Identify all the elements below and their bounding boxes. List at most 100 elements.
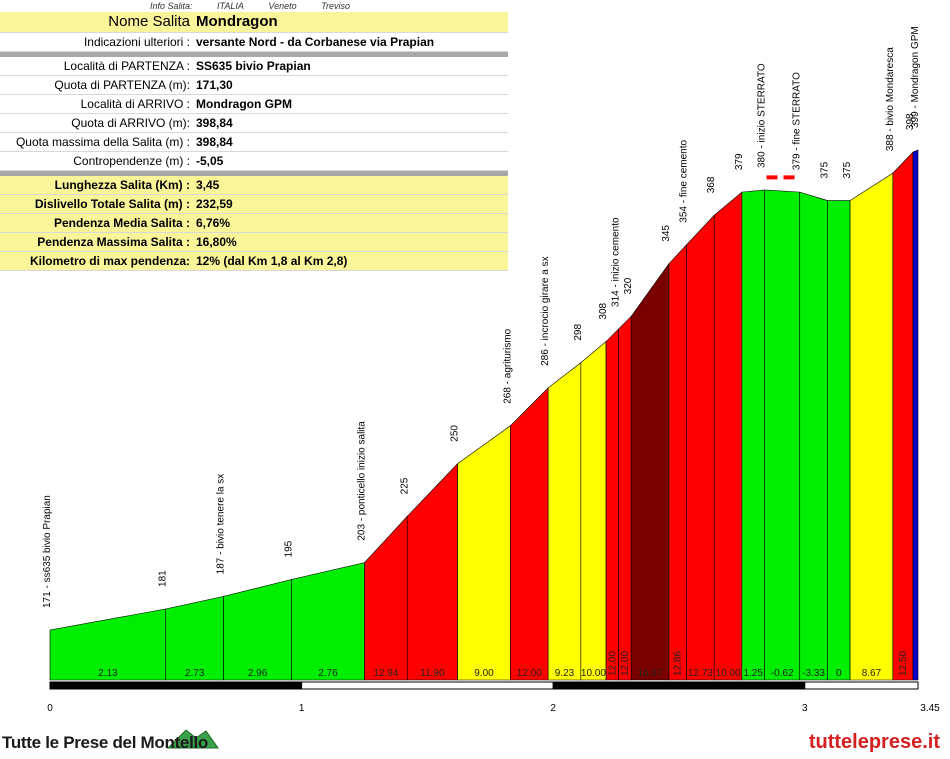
segment-gradient-label: 9.00 <box>474 668 494 679</box>
segment-gradient-label: -3.33 <box>802 668 825 679</box>
info-label: Località di ARRIVO : <box>0 94 193 114</box>
gradient-segment <box>799 191 828 681</box>
province: Treviso <box>321 1 350 11</box>
gradient-segment <box>668 243 687 681</box>
info-value: 12% (dal Km 1,8 al Km 2,8) <box>193 251 508 271</box>
gradient-segment <box>457 425 511 681</box>
point-label: 187 - bivio tenere la sx <box>216 474 227 575</box>
info-label: Dislivello Totale Salita (m) : <box>0 194 193 214</box>
segment-gradient-label: 11.90 <box>420 668 445 679</box>
info-row: Quota di PARTENZA (m): 171,30 <box>0 75 508 95</box>
info-label: Nome Salita <box>0 12 193 33</box>
info-row: Località di PARTENZA : SS635 bivio Prapia… <box>0 57 508 76</box>
info-row: Quota massima della Salita (m) :398,84 <box>0 132 508 152</box>
info-value: 171,30 <box>193 75 508 95</box>
point-label: 181 <box>158 570 169 587</box>
info-label: Contropendenze (m) : <box>0 151 193 171</box>
info-row: Contropendenze (m) : -5,05 <box>0 151 508 171</box>
segment-gradient-label: 8.67 <box>862 668 882 679</box>
info-row: Pendenza Media Salita :6,76% <box>0 213 508 233</box>
separator <box>0 51 508 57</box>
info-row: Kilometro di max pendenza: 12% (dal Km 1,… <box>0 251 508 271</box>
point-label: 195 <box>284 540 295 557</box>
gradient-segment <box>827 200 851 681</box>
segment-gradient-label: 12.86 <box>673 651 684 676</box>
segment-gradient-label: 2.76 <box>318 668 338 679</box>
info-row: Quota di ARRIVO (m): 398,84 <box>0 113 508 133</box>
point-label: 250 <box>450 425 461 442</box>
info-row: Pendenza Massima Salita :16,80% <box>0 232 508 252</box>
point-label: 320 <box>623 277 634 294</box>
km-bar-segment <box>552 681 806 690</box>
info-label: Lunghezza Salita (Km) : <box>0 176 193 195</box>
segment-gradient-label: 10.00 <box>716 668 741 679</box>
info-row: Nome Salita Mondragon <box>0 12 508 33</box>
info-label: Kilometro di max pendenza: <box>0 251 193 271</box>
point-label: 399 - Mondragon GPM <box>910 26 921 128</box>
x-tick-label: 0 <box>47 703 53 714</box>
point-label: 379 - fine STERRATO <box>792 72 803 170</box>
separator <box>0 170 508 176</box>
gradient-segment <box>406 462 458 681</box>
gradient-segment <box>764 189 801 681</box>
segment-gradient-label: 12.50 <box>898 651 909 676</box>
point-label: 380 - inizio STERRATO <box>757 63 768 168</box>
info-label: Pendenza Massima Salita : <box>0 232 193 252</box>
x-tick-label: 1 <box>299 703 305 714</box>
segment-gradient-label: 16.67 <box>638 668 663 679</box>
climb-info-table: Nome Salita Mondragon Indicazioni ulterior… <box>0 12 508 271</box>
region: Veneto <box>268 1 297 11</box>
info-value: 232,59 <box>193 194 508 214</box>
point-label: 298 <box>573 324 584 341</box>
x-tick-label: 3 <box>802 703 808 714</box>
info-row: Località di ARRIVO : Mondragon GPM <box>0 94 508 114</box>
info-row: Lunghezza Salita (Km) :3,45 <box>0 176 508 195</box>
gradient-segment <box>713 191 743 681</box>
point-label: 171 - ss635 bivio Prapian <box>42 495 53 608</box>
segment-gradient-label: 2.13 <box>98 668 118 679</box>
info-value: 398,84 <box>193 113 508 133</box>
segment-gradient-label: 12.73 <box>688 668 713 679</box>
info-value: 3,45 <box>193 176 508 195</box>
km-bar-segment <box>804 681 919 690</box>
segment-gradient-label: 0 <box>836 668 842 679</box>
segment-gradient-label: 12.94 <box>373 668 398 679</box>
point-label: 225 <box>399 477 410 494</box>
gradient-segment <box>605 328 619 681</box>
info-label: Quota di PARTENZA (m): <box>0 75 193 95</box>
gradient-segment <box>849 172 894 681</box>
segment-gradient-label: -0.62 <box>771 668 794 679</box>
point-label: 398 <box>905 113 916 130</box>
gradient-segment <box>547 362 582 681</box>
separator-row <box>0 51 508 57</box>
gradient-segment <box>892 151 914 681</box>
footer-logo: Tutte le Prese del Montello <box>2 733 209 752</box>
gradient-segment <box>630 262 670 681</box>
montello-logo-icon <box>166 729 219 749</box>
point-label: 388 - bivio Mondaresca <box>885 47 896 151</box>
x-tick-label: 3.45 <box>920 703 940 714</box>
segment-gradient-label: 2.96 <box>248 668 268 679</box>
point-label: 368 <box>706 176 717 193</box>
info-header: Info Salita: ITALIA Veneto Treviso <box>150 1 372 11</box>
segment-gradient-label: 12.00 <box>517 668 542 679</box>
info-row: Indicazioni ulteriori : versante Nord - d… <box>0 32 508 52</box>
gradient-segment <box>741 189 765 681</box>
info-label: Quota massima della Salita (m) : <box>0 132 193 152</box>
point-label: 375 <box>819 161 830 178</box>
country: ITALIA <box>217 1 244 11</box>
point-label: 308 <box>598 302 609 319</box>
info-value: versante Nord - da Corbanese via Prapian <box>193 32 508 52</box>
footer-site-link[interactable]: tutteleprese.it <box>808 731 940 753</box>
info-label: Indicazioni ulteriori : <box>0 32 193 52</box>
segment-gradient-label: 9.23 <box>555 668 575 679</box>
info-row: Dislivello Totale Salita (m) :232,59 <box>0 194 508 214</box>
info-label: Località di PARTENZA : <box>0 57 193 76</box>
gradient-segment <box>686 214 715 681</box>
gradient-segment <box>364 515 408 681</box>
gradient-segment <box>510 387 549 681</box>
info-value: 398,84 <box>193 132 508 152</box>
point-label: 379 <box>734 153 745 170</box>
segment-gradient-label: 12.00 <box>607 651 618 676</box>
